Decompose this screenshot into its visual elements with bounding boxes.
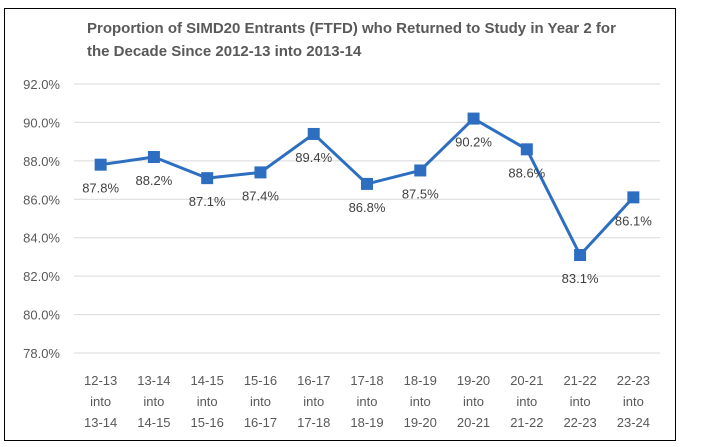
y-tick-label: 84.0% [23,231,60,246]
data-label: 88.2% [135,173,172,188]
y-tick-label: 90.0% [23,115,60,130]
data-label: 86.8% [349,200,386,215]
x-tick-label: 19-20 [457,373,490,388]
data-label: 88.6% [508,165,545,180]
data-point-marker [201,172,214,185]
data-label: 87.8% [82,181,119,196]
x-tick-label: into [623,394,644,409]
x-tick-label: 23-24 [617,415,650,430]
x-tick-label: into [303,394,324,409]
x-tick-label: 15-16 [191,415,224,430]
data-point-marker [254,166,267,179]
x-tick-label: 21-22 [563,373,596,388]
x-tick-label: into [250,394,271,409]
x-tick-label: 21-22 [510,415,543,430]
data-label: 83.1% [562,271,599,286]
x-tick-label: into [463,394,484,409]
chart-title: Proportion of SIMD20 Entrants (FTFD) who… [87,20,616,60]
data-point-marker [147,151,160,164]
x-tick-label: into [197,394,218,409]
data-point-marker [361,177,373,190]
x-tick-label: into [143,394,164,409]
data-point-marker [307,127,320,140]
data-point-marker [467,112,480,125]
x-tick-label: 20-21 [510,373,543,388]
data-label: 86.1% [615,213,652,228]
data-point-marker [520,143,533,156]
y-tick-label: 80.0% [23,308,60,323]
x-tick-label: 15-16 [244,373,277,388]
x-tick-label: 19-20 [404,415,437,430]
x-tick-label: 18-19 [404,373,437,388]
x-tick-label: into [570,394,591,409]
data-label: 87.5% [402,186,439,201]
x-tick-label: 20-21 [457,415,490,430]
data-point-marker [94,158,107,171]
data-label: 90.2% [455,135,492,150]
x-tick-label: 22-23 [563,415,596,430]
x-tick-label: into [516,394,537,409]
x-tick-label: into [357,394,378,409]
x-tick-label: 13-14 [84,415,117,430]
y-tick-label: 92.0% [23,77,60,92]
data-label: 87.4% [242,188,279,203]
y-tick-label: 88.0% [23,154,60,169]
x-tick-label: 16-17 [244,415,277,430]
x-tick-label: 14-15 [137,415,170,430]
x-tick-label: 13-14 [137,373,170,388]
x-tick-label: 18-19 [350,415,383,430]
x-tick-label: 17-18 [297,415,330,430]
data-point-marker [627,191,640,204]
x-tick-label: 12-13 [84,373,117,388]
data-point-marker [574,249,587,262]
y-tick-label: 78.0% [23,346,60,361]
data-label: 89.4% [295,150,332,165]
x-tick-label: 22-23 [617,373,650,388]
x-tick-label: 17-18 [350,373,383,388]
chart-frame [4,8,676,441]
data-point-marker [414,164,427,177]
x-tick-label: 14-15 [191,373,224,388]
data-label: 87.1% [189,194,226,209]
x-tick-label: into [410,394,431,409]
x-tick-label: into [90,394,111,409]
x-tick-label: 16-17 [297,373,330,388]
y-tick-label: 86.0% [23,192,60,207]
y-tick-label: 82.0% [23,269,60,284]
